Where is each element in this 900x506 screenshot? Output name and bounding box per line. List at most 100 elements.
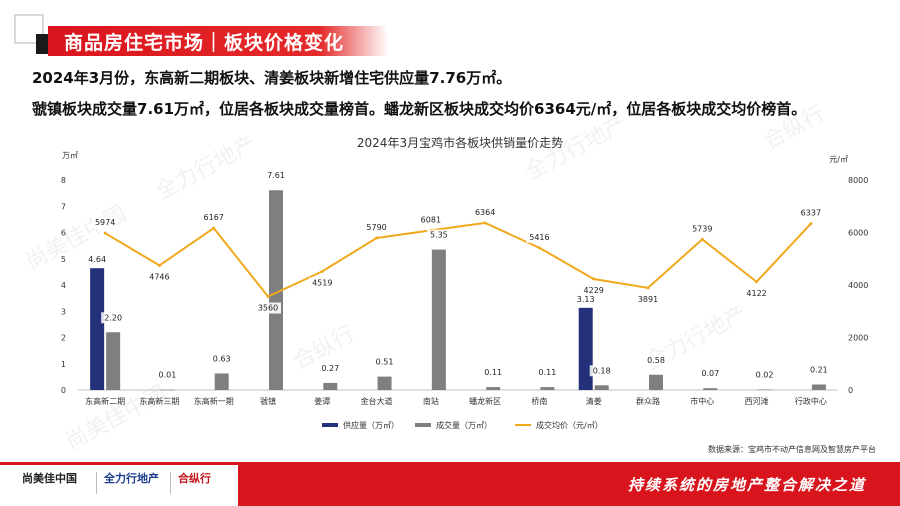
supply-bar: [90, 268, 105, 390]
deal-bar: [649, 374, 663, 390]
legend-swatch: [322, 423, 338, 427]
price-data-label: 5739: [692, 224, 712, 233]
price-data-label: 3560: [258, 304, 278, 313]
deal-data-label: 0.11: [484, 368, 502, 377]
deal-data-label: 0.01: [159, 371, 177, 380]
deal-data-label: 0.51: [376, 358, 394, 367]
deal-bar: [160, 389, 175, 391]
legend-label: 成交量（万㎡）: [436, 420, 492, 430]
category-label: 金台大道: [361, 396, 393, 406]
deal-bar: [811, 384, 826, 390]
price-label-bg: [309, 277, 336, 289]
corner-decoration: [14, 14, 44, 44]
deal-label-bg: [155, 369, 180, 381]
category-label: 姜谭: [314, 396, 330, 406]
deal-label-bg: [372, 356, 397, 368]
deal-data-label: 7.61: [267, 171, 285, 180]
deal-label-bg: [589, 365, 614, 377]
logo-divider: [96, 472, 97, 494]
price-label-bg: [689, 223, 716, 235]
deal-label-bg: [209, 353, 234, 365]
left-axis-unit: 万㎡: [62, 151, 78, 160]
left-tick-label: 7: [61, 202, 66, 211]
category-label: 行政中心: [795, 396, 827, 406]
deal-label-bg: [264, 170, 288, 182]
category-label: 清姜: [586, 396, 602, 406]
deal-label-bg: [806, 364, 831, 376]
summary-line-1: 2024年3月份，东高新二期板块、清姜板块新增住宅供应量7.76万㎡。: [32, 69, 512, 87]
left-tick-label: 6: [61, 229, 66, 238]
left-tick-label: 8: [61, 176, 66, 185]
legend-label: 成交均价（元/㎡）: [536, 420, 603, 430]
supply-data-label: 4.64: [88, 255, 106, 264]
supply-data-label: 3.13: [577, 295, 595, 304]
price-point: [103, 231, 107, 235]
deal-data-label: 0.18: [593, 366, 611, 375]
price-label-bg: [200, 212, 227, 224]
price-label-bg: [797, 207, 824, 219]
logo-divider: [170, 472, 171, 494]
deal-label-bg: [644, 354, 668, 366]
price-point: [755, 280, 759, 284]
deal-label-bg: [698, 368, 723, 380]
price-point: [809, 222, 813, 226]
price-data-label: 5416: [529, 233, 549, 242]
price-point: [320, 269, 324, 273]
right-axis-unit: 元/㎡: [829, 155, 848, 164]
corner-accent: [36, 34, 48, 54]
deal-bar: [431, 249, 446, 390]
left-tick-label: 4: [61, 281, 66, 290]
left-tick-label: 5: [61, 255, 66, 264]
chart-title: 2024年3月宝鸡市各板块供销量价走势: [357, 135, 563, 150]
price-data-label: 4122: [746, 289, 766, 298]
right-tick-label: 2000: [848, 334, 868, 343]
price-data-label: 4229: [584, 286, 604, 295]
price-point: [646, 286, 650, 290]
price-data-label: 5790: [366, 223, 386, 232]
left-tick-label: 1: [61, 360, 66, 369]
price-label-bg: [635, 293, 661, 305]
price-label-bg: [146, 271, 173, 283]
price-data-label: 6364: [475, 208, 495, 217]
deal-label-bg: [535, 367, 560, 379]
legend-swatch: [415, 423, 431, 427]
deal-bar: [269, 190, 283, 390]
left-tick-label: 2: [61, 334, 66, 343]
deal-bar: [214, 373, 229, 390]
footer-slogan: 持续系统的房地产整合解决之道: [627, 476, 866, 494]
price-label-bg: [526, 231, 553, 243]
right-tick-label: 8000: [848, 176, 868, 185]
data-source: 数据来源：宝鸡市不动产信息网及智慧房产平台: [708, 445, 876, 454]
deal-data-label: 0.63: [213, 354, 231, 363]
price-label-bg: [743, 287, 770, 299]
price-point: [537, 246, 541, 250]
deal-data-label: 0.11: [539, 368, 557, 377]
deal-data-label: 0.07: [701, 369, 719, 378]
deal-bar: [323, 382, 338, 390]
logo-quanlixing: 全力行地产: [104, 472, 159, 485]
deal-bar: [486, 387, 501, 390]
deal-bar: [703, 388, 718, 390]
header-bar: [0, 0, 900, 14]
category-label: 东高新三期: [139, 396, 179, 406]
left-tick-label: 3: [61, 307, 66, 316]
category-label: 桥南: [531, 396, 547, 406]
deal-data-label: 5.35: [430, 231, 448, 240]
price-point: [700, 237, 704, 241]
price-point: [157, 263, 161, 267]
deal-data-label: 0.21: [810, 365, 828, 374]
category-label: 东高新一期: [194, 396, 234, 406]
price-label-bg: [92, 217, 119, 229]
price-data-label: 6337: [801, 209, 821, 218]
category-label: 市中心: [690, 396, 714, 406]
page-title: 商品房住宅市场｜板块价格变化: [64, 32, 345, 54]
deal-label-bg: [101, 312, 126, 324]
deal-label-bg: [318, 362, 343, 374]
price-line: [104, 221, 812, 298]
deal-data-label: 2.20: [104, 313, 122, 322]
deal-label-bg: [426, 229, 451, 241]
deal-label-bg: [752, 369, 777, 381]
price-data-label: 6167: [204, 213, 224, 222]
left-tick-label: 0: [61, 386, 66, 395]
price-data-label: 4746: [149, 272, 169, 281]
